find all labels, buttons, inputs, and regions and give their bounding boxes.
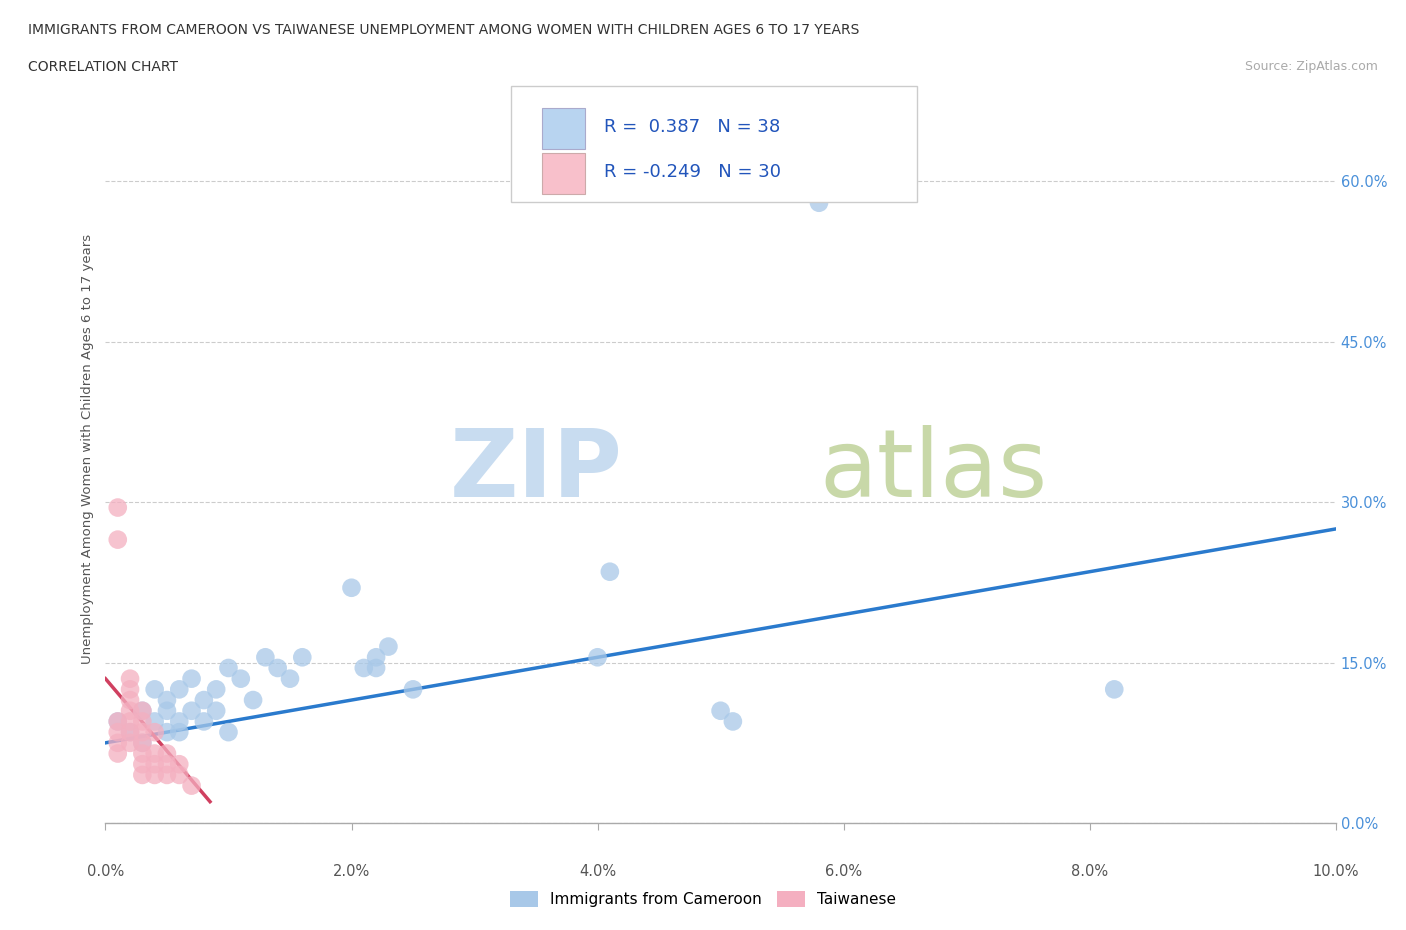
- Point: [353, 660, 375, 675]
- Legend: Immigrants from Cameroon, Taiwanese: Immigrants from Cameroon, Taiwanese: [505, 884, 901, 913]
- Point: [120, 693, 141, 708]
- Text: Source: ZipAtlas.com: Source: ZipAtlas.com: [1244, 60, 1378, 73]
- Point: [107, 746, 129, 761]
- Point: [242, 693, 264, 708]
- Point: [131, 736, 153, 751]
- Point: [131, 714, 153, 729]
- Point: [218, 660, 240, 675]
- Point: [205, 703, 228, 718]
- Point: [120, 724, 141, 739]
- Point: [267, 660, 290, 675]
- Point: [107, 500, 129, 515]
- Point: [156, 724, 179, 739]
- Point: [278, 671, 301, 686]
- Point: [143, 767, 166, 782]
- Point: [143, 682, 166, 697]
- Point: [120, 703, 141, 718]
- Point: [169, 724, 191, 739]
- Point: [120, 682, 141, 697]
- Text: IMMIGRANTS FROM CAMEROON VS TAIWANESE UNEMPLOYMENT AMONG WOMEN WITH CHILDREN AGE: IMMIGRANTS FROM CAMEROON VS TAIWANESE UN…: [28, 23, 859, 37]
- Point: [120, 724, 141, 739]
- Point: [143, 714, 166, 729]
- Point: [340, 580, 363, 595]
- Point: [107, 736, 129, 751]
- Point: [120, 671, 141, 686]
- Point: [710, 703, 733, 718]
- Point: [586, 650, 609, 665]
- Point: [193, 714, 215, 729]
- Point: [143, 746, 166, 761]
- Point: [402, 682, 425, 697]
- Point: [107, 714, 129, 729]
- Point: [254, 650, 277, 665]
- Point: [156, 703, 179, 718]
- Point: [169, 767, 191, 782]
- Point: [107, 714, 129, 729]
- Text: 4.0%: 4.0%: [579, 864, 616, 879]
- Point: [131, 757, 153, 772]
- Point: [205, 682, 228, 697]
- Text: 10.0%: 10.0%: [1312, 864, 1360, 879]
- Text: 2.0%: 2.0%: [333, 864, 370, 879]
- Text: 0.0%: 0.0%: [87, 864, 124, 879]
- Point: [156, 767, 179, 782]
- Text: 8.0%: 8.0%: [1071, 864, 1108, 879]
- Point: [169, 757, 191, 772]
- Point: [169, 682, 191, 697]
- Point: [156, 693, 179, 708]
- Point: [131, 736, 153, 751]
- Point: [180, 778, 202, 793]
- Point: [366, 650, 388, 665]
- Point: [107, 532, 129, 547]
- Point: [120, 714, 141, 729]
- Point: [131, 703, 153, 718]
- Point: [131, 767, 153, 782]
- Point: [120, 736, 141, 751]
- Point: [107, 724, 129, 739]
- Point: [808, 195, 831, 210]
- Point: [218, 724, 240, 739]
- Point: [599, 565, 621, 579]
- Text: atlas: atlas: [818, 425, 1047, 517]
- Text: ZIP: ZIP: [450, 425, 621, 517]
- Point: [193, 693, 215, 708]
- Point: [229, 671, 252, 686]
- Point: [291, 650, 314, 665]
- Point: [180, 671, 202, 686]
- Point: [721, 714, 744, 729]
- Point: [156, 746, 179, 761]
- Point: [131, 703, 153, 718]
- Point: [131, 746, 153, 761]
- Point: [143, 757, 166, 772]
- Text: R =  0.387   N = 38: R = 0.387 N = 38: [603, 118, 780, 136]
- Point: [131, 724, 153, 739]
- Text: CORRELATION CHART: CORRELATION CHART: [28, 60, 179, 74]
- Point: [169, 714, 191, 729]
- Point: [156, 757, 179, 772]
- Bar: [543, 153, 585, 194]
- Point: [366, 660, 388, 675]
- Text: 6.0%: 6.0%: [825, 864, 862, 879]
- Bar: [543, 108, 585, 150]
- Point: [1104, 682, 1126, 697]
- Text: R = -0.249   N = 30: R = -0.249 N = 30: [603, 163, 780, 180]
- Point: [180, 703, 202, 718]
- FancyBboxPatch shape: [512, 86, 918, 202]
- Y-axis label: Unemployment Among Women with Children Ages 6 to 17 years: Unemployment Among Women with Children A…: [82, 233, 94, 664]
- Point: [143, 724, 166, 739]
- Point: [377, 639, 399, 654]
